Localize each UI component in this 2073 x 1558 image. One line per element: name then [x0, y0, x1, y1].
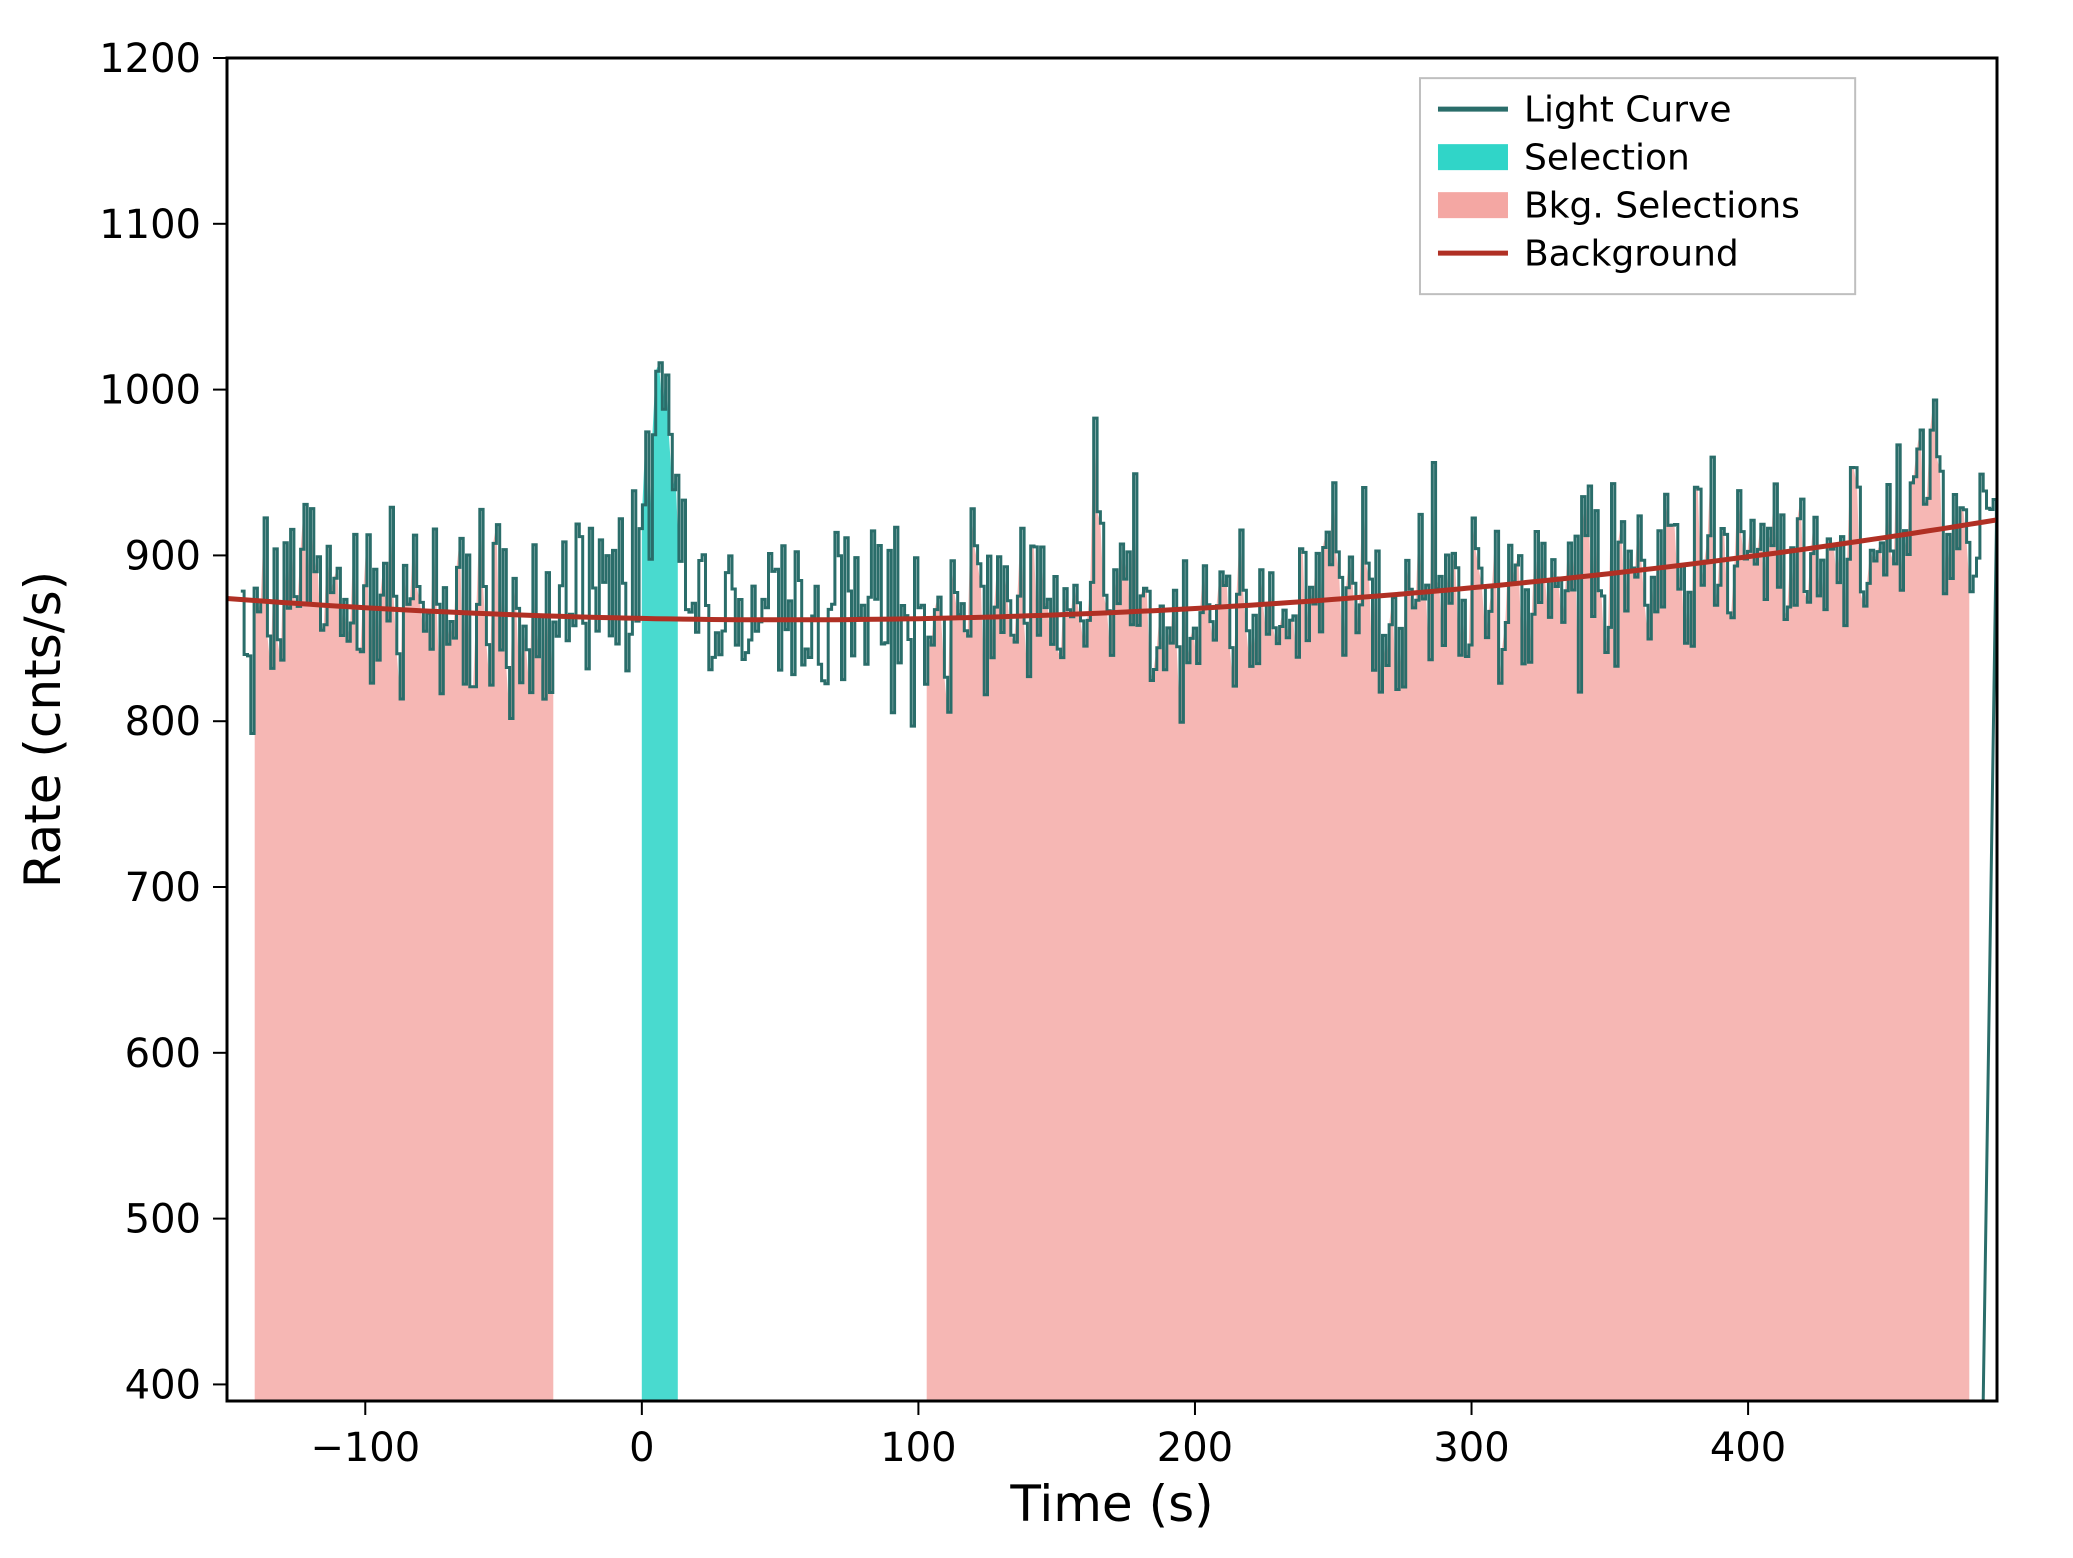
x-axis-label: Time (s): [1009, 1475, 1213, 1533]
legend-swatch-bkg_sel: [1438, 192, 1508, 218]
x-tick-label: 300: [1433, 1425, 1509, 1471]
y-tick-label: 1100: [99, 202, 201, 248]
y-tick-label: 700: [125, 865, 201, 911]
legend-label-bkg_sel: Bkg. Selections: [1524, 186, 1800, 227]
y-axis-label: Rate (cnts/s): [14, 571, 72, 888]
legend-label-light_curve: Light Curve: [1524, 90, 1732, 131]
y-tick-label: 400: [125, 1362, 201, 1408]
y-tick-label: 600: [125, 1031, 201, 1077]
x-tick-label: 100: [880, 1425, 956, 1471]
chart-container: −100 0 100 200 300 400 400 500 600 700 800 900 1000 1…: [0, 0, 2073, 1558]
x-tick-label: 400: [1710, 1425, 1786, 1471]
legend-swatch-selection: [1438, 144, 1508, 170]
y-tick-label: 1000: [99, 368, 201, 414]
legend-label-selection: Selection: [1524, 138, 1690, 179]
chart-svg: −100 0 100 200 300 400 400 500 600 700 800 900 1000 1…: [0, 0, 2073, 1558]
x-tick-label: 0: [629, 1425, 654, 1471]
legend-label-background: Background: [1524, 234, 1739, 275]
y-tick-label: 1200: [99, 36, 201, 82]
y-tick-label: 500: [125, 1197, 201, 1243]
plot-area: [227, 363, 1997, 1401]
y-tick-label: 800: [125, 699, 201, 745]
x-tick-label: 200: [1157, 1425, 1233, 1471]
y-tick-label: 900: [125, 533, 201, 579]
selection-region: [642, 363, 678, 1401]
legend: Light Curve Selection Bkg. Selections Backg…: [1420, 78, 1855, 294]
x-tick-label: −100: [310, 1425, 420, 1471]
